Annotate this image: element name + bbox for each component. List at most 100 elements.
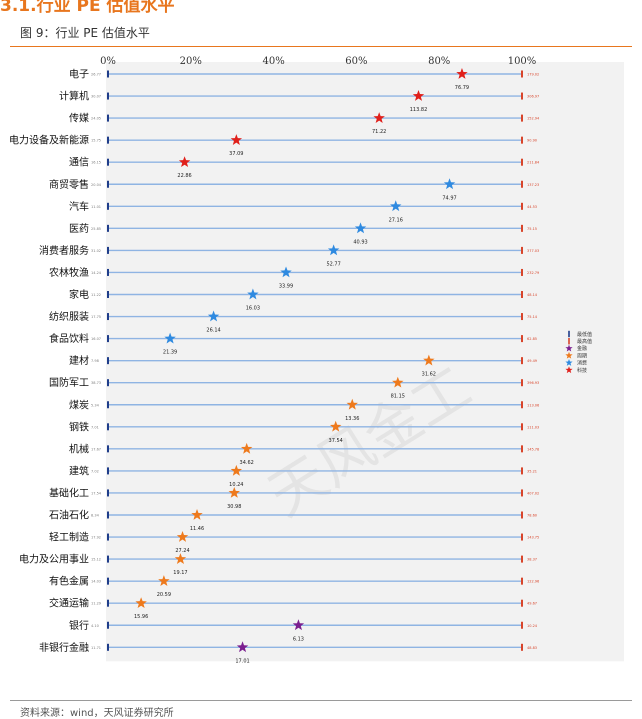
max-marker xyxy=(521,268,523,276)
min-marker xyxy=(107,401,109,409)
max-value-label: 10.24 xyxy=(527,624,538,628)
min-marker xyxy=(107,555,109,563)
current-star-marker xyxy=(443,178,456,190)
min-value-label: 17.54 xyxy=(91,491,102,495)
current-value-label: 33.99 xyxy=(279,283,293,289)
max-value-label: 232.79 xyxy=(527,271,539,275)
current-value-label: 113.82 xyxy=(410,107,428,113)
min-value-label: 25.85 xyxy=(91,227,101,231)
min-value-label: 38.73 xyxy=(91,381,101,385)
current-value-label: 10.24 xyxy=(229,482,243,488)
current-star-marker xyxy=(207,310,220,322)
title-underline xyxy=(10,46,632,47)
current-star-marker xyxy=(230,464,243,476)
max-marker xyxy=(521,291,523,298)
max-value-label: 211.84 xyxy=(527,161,540,165)
max-value-label: 152.94 xyxy=(527,117,540,121)
min-value-label: 24.05 xyxy=(91,117,101,121)
max-marker xyxy=(521,335,523,343)
current-star-marker xyxy=(390,200,402,212)
industry-row: 电力及公用事业 15.12 38.37 19.17 xyxy=(19,553,537,577)
min-value-label: 16.15 xyxy=(91,161,101,165)
legend-item: 科技 xyxy=(565,366,587,374)
legend-star xyxy=(565,344,573,352)
min-marker xyxy=(107,379,109,387)
category-label: 交通运输 xyxy=(49,597,89,610)
industry-row: 国防军工 38.73 396.93 81.15 xyxy=(49,376,539,400)
category-label: 电子 xyxy=(69,68,89,81)
current-star-marker xyxy=(292,619,305,631)
max-value-label: 396.93 xyxy=(527,381,539,385)
max-value-label: 35.21 xyxy=(527,469,537,473)
max-marker xyxy=(521,401,523,409)
category-label: 有色金属 xyxy=(49,575,89,588)
figure-title: 图 9：行业 PE 估值水平 xyxy=(20,26,150,40)
min-marker xyxy=(107,246,109,254)
category-label: 非银行金融 xyxy=(39,641,89,654)
category-label: 电力设备及新能源 xyxy=(9,134,89,147)
current-star-marker xyxy=(178,156,191,168)
legend-label: 最高值 xyxy=(577,338,592,345)
min-value-label: 16.07 xyxy=(91,337,101,341)
current-value-label: 20.59 xyxy=(157,592,171,598)
current-value-label: 21.39 xyxy=(163,350,177,356)
current-value-label: 31.62 xyxy=(422,372,436,378)
min-value-label: 31.02 xyxy=(91,249,101,253)
max-marker xyxy=(521,643,523,651)
min-value-label: 7.02 xyxy=(91,469,99,473)
legend-item: 最高值 xyxy=(568,338,592,345)
category-label: 建材 xyxy=(69,354,89,367)
legend-label: 周期 xyxy=(577,353,587,359)
min-value-label: 11.29 xyxy=(91,602,101,606)
min-marker xyxy=(107,291,109,298)
min-value-label: 17.67 xyxy=(91,447,101,451)
category-label: 煤炭 xyxy=(69,398,89,411)
current-value-label: 37.54 xyxy=(329,438,343,444)
max-value-label: 143.75 xyxy=(527,536,539,540)
max-value-label: 306.97 xyxy=(527,95,539,99)
current-value-label: 40.93 xyxy=(353,239,367,245)
legend-marker xyxy=(568,338,570,345)
min-marker xyxy=(107,202,109,210)
industry-row: 消费者服务 31.02 377.03 52.77 xyxy=(39,244,539,268)
max-value-label: 44.53 xyxy=(527,205,537,209)
min-value-label: 17.75 xyxy=(91,315,101,319)
industry-row: 石油石化 8.34 78.60 11.46 xyxy=(49,509,537,533)
industry-row: 交通运输 11.29 49.67 15.96 xyxy=(49,597,537,621)
min-marker xyxy=(107,577,109,585)
max-marker xyxy=(521,246,523,254)
industry-row: 传媒 24.05 152.94 71.22 xyxy=(69,112,540,135)
current-star-marker xyxy=(158,575,170,586)
min-marker xyxy=(107,423,109,431)
x-axis-ticks: 0% 20% 40% 60% 80% 100% xyxy=(100,56,536,67)
current-star-marker xyxy=(354,222,367,234)
current-value-label: 81.15 xyxy=(391,394,405,400)
industry-row: 非银行金融 11.71 48.83 17.01 xyxy=(39,641,537,665)
category-label: 建筑 xyxy=(69,464,89,477)
min-marker xyxy=(107,467,109,475)
min-marker xyxy=(107,313,109,321)
legend-label: 金融 xyxy=(577,345,587,352)
current-star-marker xyxy=(412,90,425,101)
current-star-marker xyxy=(327,244,340,256)
min-value-label: 7.01 xyxy=(91,425,99,429)
min-marker xyxy=(107,92,109,100)
max-marker xyxy=(521,136,523,144)
category-label: 石油石化 xyxy=(49,509,89,522)
min-value-label: 14.24 xyxy=(91,271,102,275)
x-tick-label: 0% xyxy=(100,56,116,67)
max-marker xyxy=(521,467,523,475)
current-value-label: 22.86 xyxy=(177,173,191,179)
current-star-marker xyxy=(329,420,342,432)
min-value-label: 17.92 xyxy=(91,536,101,540)
category-label: 通信 xyxy=(69,157,89,169)
max-marker xyxy=(521,423,523,431)
max-value-label: 137.23 xyxy=(527,183,539,187)
max-value-label: 90.90 xyxy=(527,139,537,143)
max-marker xyxy=(521,489,523,497)
current-value-label: 17.01 xyxy=(235,658,249,664)
industry-row: 食品饮料 16.07 62.85 21.39 xyxy=(49,332,537,356)
max-marker xyxy=(521,621,523,629)
min-marker xyxy=(107,643,109,651)
industry-row: 农林牧渔 14.24 232.79 33.99 xyxy=(49,266,539,290)
